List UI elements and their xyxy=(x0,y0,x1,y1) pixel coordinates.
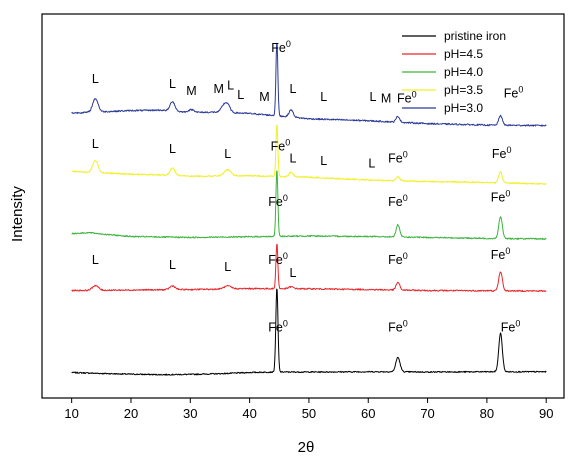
peak-label: L xyxy=(92,137,99,151)
x-tick-label: 70 xyxy=(420,406,434,421)
plot-border xyxy=(41,13,565,399)
peak-label: Fe0 xyxy=(388,193,408,209)
legend-entry: pH=3.0 xyxy=(444,101,483,115)
peak-label: Fe0 xyxy=(388,318,408,334)
peak-label: L xyxy=(169,258,176,272)
peak-label: L xyxy=(92,253,99,267)
legend: pristine iron pH=4.5 pH=4.0 pH=3.5 pH=3.0 xyxy=(402,29,506,115)
plot-frame xyxy=(41,13,565,399)
x-tick-label: 50 xyxy=(302,406,316,421)
peak-label: M xyxy=(381,91,391,105)
legend-entry: pH=3.5 xyxy=(444,83,483,97)
peak-label: Fe0 xyxy=(504,85,524,101)
series-line-2 xyxy=(71,170,547,240)
series-line-0 xyxy=(71,288,547,376)
peak-label: Fe0 xyxy=(271,138,291,154)
peak-label: Fe0 xyxy=(388,150,408,166)
peak-label: Fe0 xyxy=(268,318,288,334)
x-tick-label: 90 xyxy=(539,406,553,421)
peak-label: Fe0 xyxy=(501,318,521,334)
peak-label: L xyxy=(92,72,99,86)
series-line-1 xyxy=(71,243,547,293)
peak-label: Fe0 xyxy=(491,246,511,262)
x-tick-label: 10 xyxy=(64,406,78,421)
y-axis-title: Intensity xyxy=(9,186,26,242)
peak-label: L xyxy=(224,147,231,161)
peak-label: L xyxy=(224,260,231,274)
peak-label: L xyxy=(320,154,327,168)
x-tick-label: 60 xyxy=(361,406,375,421)
peak-label: Fe0 xyxy=(397,89,417,105)
peak-label: Fe0 xyxy=(271,39,291,55)
peak-label: M xyxy=(214,82,224,96)
peak-label: L xyxy=(289,152,296,166)
peak-label: L xyxy=(289,266,296,280)
x-tick-label: 20 xyxy=(124,406,138,421)
peak-label: L xyxy=(237,88,244,102)
peak-label: L xyxy=(320,90,327,104)
peak-label: L xyxy=(289,82,296,96)
peak-label: L xyxy=(169,77,176,91)
peak-label: L xyxy=(169,142,176,156)
series-layer xyxy=(71,42,547,376)
x-tick-label: 80 xyxy=(480,406,494,421)
peak-label: Fe0 xyxy=(388,251,408,267)
x-tick-label: 40 xyxy=(242,406,256,421)
peak-label: M xyxy=(259,90,269,104)
peak-label: M xyxy=(186,84,196,98)
x-tick-label: 30 xyxy=(183,406,197,421)
x-axis-title: 2θ xyxy=(298,439,315,456)
series-line-3 xyxy=(71,124,547,185)
peak-label: L xyxy=(368,157,375,171)
peak-label: Fe0 xyxy=(492,145,512,161)
peak-label: L xyxy=(370,90,377,104)
peak-label: Fe0 xyxy=(268,193,288,209)
legend-entry: pH=4.5 xyxy=(444,47,483,61)
peak-label: Fe0 xyxy=(491,188,511,204)
series-line-4 xyxy=(71,42,547,127)
peak-label: L xyxy=(227,78,234,92)
x-axis-ticks: 10 20 30 40 50 60 70 80 90 xyxy=(64,398,553,421)
peak-label: Fe0 xyxy=(268,251,288,267)
legend-entry: pristine iron xyxy=(444,29,506,43)
legend-entry: pH=4.0 xyxy=(444,65,483,79)
